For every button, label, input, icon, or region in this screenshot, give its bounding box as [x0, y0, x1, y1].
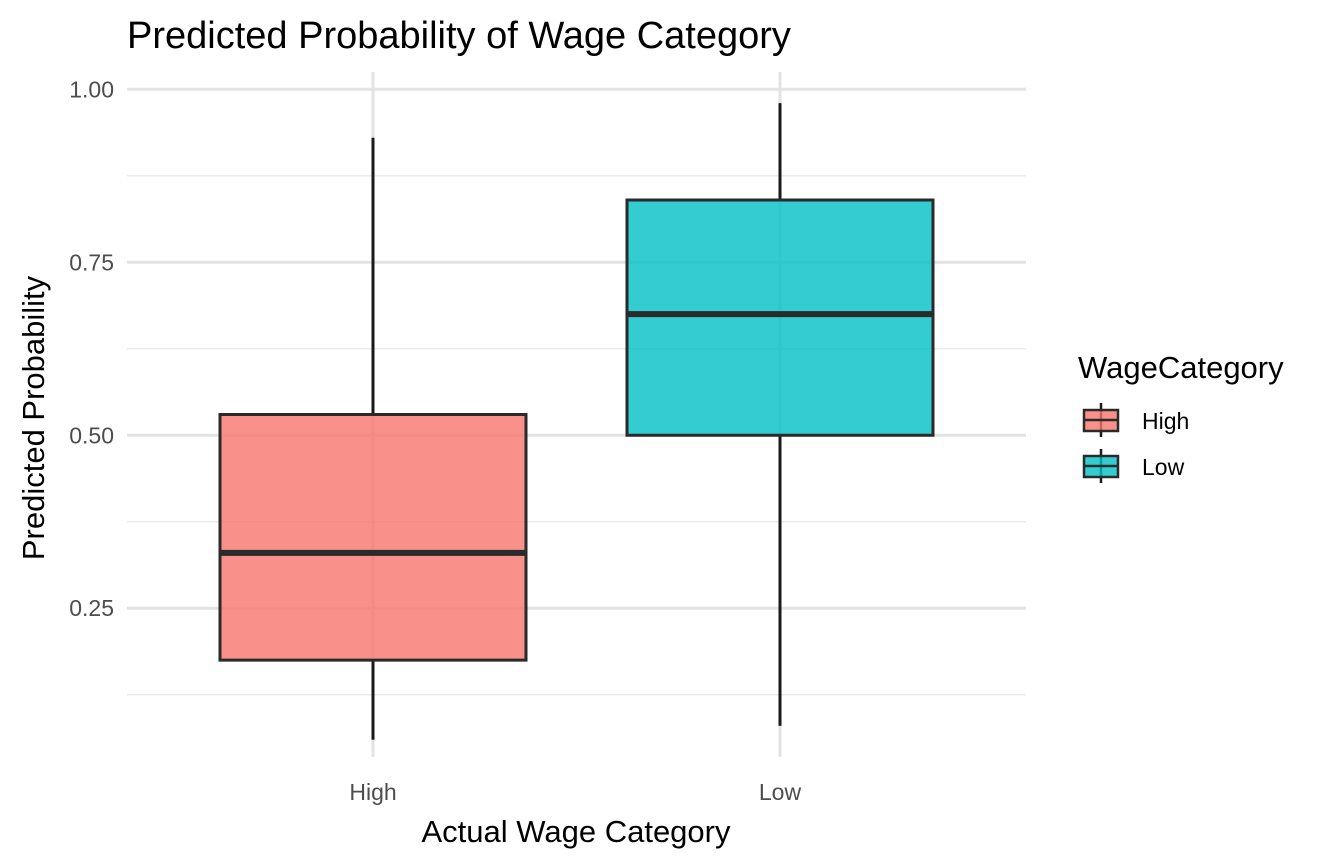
y-tick-label: 0.50: [69, 422, 114, 448]
legend: WageCategory High Low: [1078, 350, 1284, 483]
legend-title: WageCategory: [1078, 350, 1284, 385]
legend-item-label: Low: [1142, 454, 1185, 480]
y-tick-label: 1.00: [69, 76, 114, 102]
y-tick-label: 0.25: [69, 595, 114, 621]
box-layer: [218, 103, 935, 740]
y-axis-title: Predicted Probability: [16, 275, 51, 560]
x-axis-title: Actual Wage Category: [421, 814, 731, 849]
x-tick-label: High: [349, 779, 396, 805]
box-rect: [218, 413, 528, 662]
box-low: [625, 103, 935, 726]
box-high: [218, 137, 528, 740]
legend-item-low: Low: [1082, 449, 1185, 483]
legend-item-high: High: [1082, 403, 1189, 437]
y-tick-label: 0.75: [69, 249, 114, 275]
box-rect: [625, 198, 935, 437]
legend-item-label: High: [1142, 408, 1189, 434]
x-tick-label: Low: [759, 779, 802, 805]
chart-title: Predicted Probability of Wage Category: [127, 15, 791, 57]
axis-layer: 0.25 0.50 0.75 1.00 High Low: [69, 76, 801, 805]
